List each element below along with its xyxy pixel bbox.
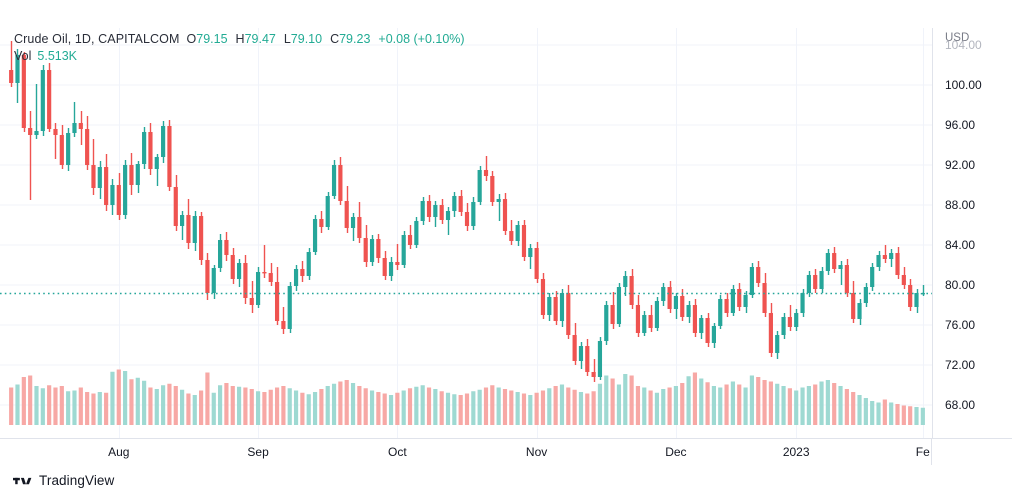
brand-name: TradingView xyxy=(39,472,115,488)
price-tick: 72.00 xyxy=(945,358,976,372)
price-tick: 96.00 xyxy=(945,118,976,132)
time-tick: Fe xyxy=(915,445,930,459)
time-tick: Aug xyxy=(108,445,130,459)
price-axis-unit: USD xyxy=(945,32,970,44)
price-tick: 80.00 xyxy=(945,278,976,292)
price-axis[interactable]: USD 104.00 100.00 96.00 92.00 88.00 84.00 80.0… xyxy=(932,28,1012,438)
time-tick: Dec xyxy=(665,445,687,459)
price-tick: 88.00 xyxy=(945,198,976,212)
price-tick: 92.00 xyxy=(945,158,976,172)
tradingview-logo-icon xyxy=(13,477,32,484)
volume-bars xyxy=(9,369,925,425)
price-tick: 68.00 xyxy=(945,398,976,412)
chart-plot-area[interactable] xyxy=(0,28,932,438)
candles xyxy=(9,41,925,382)
price-tick: 76.00 xyxy=(945,318,976,332)
price-tick: 104.00 xyxy=(945,38,982,52)
time-axis[interactable]: Aug Sep Oct Nov Dec 2023 Fe xyxy=(0,438,1012,465)
grid-lines xyxy=(0,28,932,438)
time-tick: Nov xyxy=(525,445,548,459)
time-axis-separator xyxy=(931,439,932,465)
price-tick: 84.00 xyxy=(945,238,976,252)
time-tick: 2023 xyxy=(782,445,810,459)
price-tick: 100.00 xyxy=(945,78,982,92)
time-tick: Oct xyxy=(388,445,407,459)
candlestick-svg xyxy=(0,28,932,438)
time-tick: Sep xyxy=(247,445,269,459)
tradingview-brand[interactable]: TradingView xyxy=(13,470,114,490)
